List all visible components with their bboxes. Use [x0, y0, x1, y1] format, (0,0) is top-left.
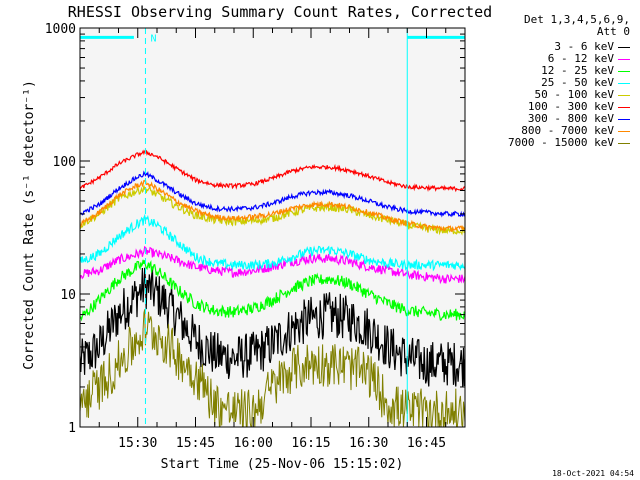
x-tick-label: 16:15 — [291, 436, 330, 451]
legend-item: 6 - 12 keV — [548, 53, 630, 65]
legend-item-swatch — [618, 70, 630, 72]
legend-item: 3 - 6 keV — [554, 41, 630, 53]
legend-item-swatch — [618, 106, 630, 108]
legend-item-label: 300 - 800 keV — [527, 112, 614, 125]
legend-item-swatch — [618, 94, 630, 96]
legend-item-label: 3 - 6 keV — [554, 40, 614, 53]
legend-item-swatch — [618, 118, 630, 120]
legend-item-swatch — [618, 142, 630, 144]
y-tick-label: 1 — [68, 421, 76, 436]
x-tick-label: 15:45 — [176, 436, 215, 451]
legend-item-swatch — [618, 130, 630, 132]
series-line-6-12-kev — [80, 245, 465, 285]
series-line-300-800-kev — [80, 170, 465, 218]
axes: 1 10 100 1000 15:30 15:45 16:00 16:15 16:30 16:45 — [45, 22, 466, 451]
series-line-7000-15000-kev — [80, 309, 465, 427]
legend-item: 50 - 100 keV — [535, 89, 630, 101]
series-line-800-7000-kev — [80, 178, 465, 233]
y-axis-label: Corrected Count Rate (s⁻¹ detector⁻¹) — [22, 80, 37, 370]
legend-item-swatch — [618, 58, 630, 60]
legend-item: 25 - 50 keV — [541, 77, 630, 89]
legend-item-label: 12 - 25 keV — [541, 64, 614, 77]
x-tick-label: 16:00 — [234, 436, 273, 451]
legend-item-label: 50 - 100 keV — [534, 88, 614, 101]
x-tick-label: 15:30 — [118, 436, 157, 451]
legend-header-line: Det 1,3,4,5,6,9, — [524, 13, 630, 26]
series-line-3-6-kev — [80, 267, 465, 387]
footer-timestamp: 18-Oct-2021 04:54 — [552, 469, 634, 478]
series-line-12-25-kev — [80, 259, 465, 322]
y-tick-label: 1000 — [45, 22, 76, 37]
legend-item-label: 100 - 300 keV — [527, 100, 614, 113]
chart-title: RHESSI Observing Summary Count Rates, Co… — [68, 3, 492, 21]
y-tick-label: 100 — [53, 155, 76, 170]
x-tick-label: 16:30 — [349, 436, 388, 451]
x-axis-label: Start Time (25-Nov-06 15:15:02) — [161, 457, 404, 472]
x-tick-label: 16:45 — [407, 436, 446, 451]
legend-item: 12 - 25 keV — [541, 65, 630, 77]
legend-header: Det 1,3,4,5,6,9, Att 0 — [524, 14, 630, 38]
legend-item: 100 - 300 keV — [528, 101, 630, 113]
annotation-label: N — [150, 33, 156, 44]
series-line-25-50-kev — [80, 213, 465, 272]
series-group — [80, 149, 465, 427]
y-tick-label: 10 — [60, 288, 76, 303]
legend-item: 800 - 7000 keV — [521, 125, 630, 137]
legend-item-label: 6 - 12 keV — [547, 52, 614, 65]
legend-item-swatch — [618, 46, 630, 48]
plot-area: N — [80, 28, 466, 427]
legend-item-label: 800 - 7000 keV — [521, 124, 614, 137]
legend-header-line: Att 0 — [596, 25, 630, 38]
legend-item-swatch — [618, 82, 630, 84]
legend-item: 300 - 800 keV — [528, 113, 630, 125]
legend-item: 7000 - 15000 keV — [508, 137, 630, 149]
legend-item-label: 25 - 50 keV — [541, 76, 614, 89]
series-line-100-300-kev — [80, 149, 465, 193]
legend-item-label: 7000 - 15000 keV — [508, 136, 614, 149]
